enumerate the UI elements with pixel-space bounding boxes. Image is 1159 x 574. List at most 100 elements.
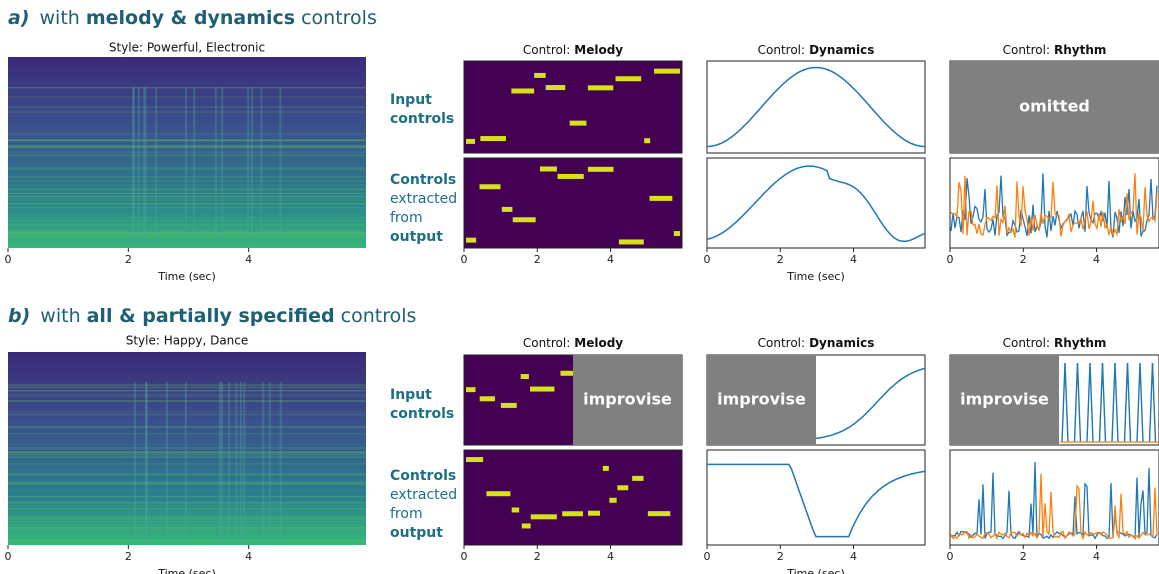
- spectral-band: [8, 473, 366, 475]
- beat-spike: [1151, 362, 1157, 443]
- row-label: extracted: [390, 191, 457, 207]
- beat-spike: [1064, 362, 1069, 443]
- onset-streak: [132, 87, 135, 248]
- note: [511, 507, 520, 513]
- x-tick-label: 0: [461, 550, 468, 563]
- spectral-band: [8, 483, 366, 485]
- spectral-band: [8, 233, 366, 236]
- spectral-band: [8, 482, 366, 485]
- spectral-band: [8, 528, 366, 531]
- note: [530, 386, 555, 392]
- note: [602, 465, 609, 471]
- spectral-band: [8, 433, 366, 435]
- x-tick-label: 2: [1020, 253, 1027, 266]
- onset-streak: [260, 87, 263, 248]
- section-label: a): [8, 7, 30, 29]
- note: [466, 138, 476, 144]
- piano-roll: [463, 449, 683, 546]
- onset-streak: [185, 87, 188, 248]
- spectral-band: [8, 489, 366, 491]
- note: [500, 402, 517, 408]
- onset-streak: [134, 382, 137, 545]
- spectral-band: [8, 540, 366, 542]
- spectral-band: [8, 106, 366, 109]
- row-label: output: [390, 525, 443, 541]
- spectral-band: [8, 509, 366, 511]
- onset-streak: [279, 87, 282, 248]
- column-prefix: Control:: [758, 43, 805, 57]
- spectral-band: [8, 139, 366, 142]
- note: [479, 396, 495, 402]
- x-tick-label: 2: [534, 550, 541, 563]
- spectral-band: [8, 111, 366, 113]
- overlay-label: omitted: [1019, 97, 1090, 116]
- column-name: Rhythm: [1054, 336, 1106, 350]
- x-tick-label: 2: [1020, 550, 1027, 563]
- beat-spike: [1139, 362, 1144, 443]
- spectral-band: [8, 518, 366, 520]
- spectral-band: [8, 139, 366, 142]
- note: [466, 387, 476, 393]
- panel: [706, 449, 926, 546]
- beat-spike: [1111, 362, 1116, 443]
- spectral-band: [8, 399, 366, 402]
- spectral-band: [8, 451, 366, 454]
- column-prefix: Control:: [1003, 43, 1050, 57]
- onset-streak: [279, 382, 282, 545]
- section-label: b): [8, 305, 30, 327]
- spectral-band: [8, 231, 366, 234]
- title-text: controls: [341, 305, 417, 327]
- spectral-band: [8, 197, 366, 200]
- note: [521, 523, 531, 529]
- note: [609, 497, 617, 503]
- spectral-band: [8, 451, 366, 454]
- dynamics-curve: [815, 367, 926, 440]
- spectral-band: [8, 463, 366, 465]
- column-name: Rhythm: [1054, 43, 1106, 57]
- spectral-band: [8, 145, 366, 147]
- x-tick-label: 0: [461, 253, 468, 266]
- spectral-band: [8, 504, 366, 506]
- x-axis-label: Time (sec): [786, 567, 845, 574]
- beat-spike: [1148, 362, 1154, 443]
- spectral-band: [8, 220, 366, 222]
- onset-streak: [145, 382, 148, 545]
- spectral-band: [8, 236, 366, 238]
- note: [654, 68, 680, 74]
- style-title: Style: Happy, Dance: [126, 334, 249, 348]
- spectral-band: [8, 216, 366, 219]
- spectral-band: [8, 389, 366, 392]
- spectral-band: [8, 393, 366, 396]
- spectral-band: [8, 384, 366, 386]
- onset-streak: [235, 382, 238, 545]
- dynamics-curve: [706, 165, 926, 243]
- x-tick-label: 0: [704, 550, 711, 563]
- spectral-band: [8, 386, 366, 389]
- column-prefix: Control:: [523, 43, 570, 57]
- onset-streak: [166, 382, 169, 545]
- dynamics-curve: [707, 463, 926, 538]
- column-title: Control: Melody: [523, 336, 623, 350]
- note: [466, 237, 477, 243]
- dynamics-curve: [706, 66, 926, 148]
- note: [632, 475, 644, 481]
- column-prefix: Control:: [758, 336, 805, 350]
- spectral-band: [8, 395, 366, 398]
- spectral-band: [8, 167, 366, 169]
- x-tick-label: 4: [607, 550, 614, 563]
- spectral-band: [8, 202, 366, 205]
- onset-streak: [243, 382, 246, 545]
- column-prefix: Control:: [1003, 336, 1050, 350]
- rhythm-curve: [950, 173, 1158, 238]
- spectral-band: [8, 426, 366, 429]
- note: [673, 231, 680, 237]
- spectral-band: [8, 233, 366, 236]
- spectral-band: [8, 192, 366, 195]
- row-label: from: [390, 506, 423, 522]
- spectral-band: [8, 187, 366, 190]
- x-axis-label: Time (sec): [157, 270, 216, 283]
- onset-streak: [214, 87, 217, 248]
- note: [511, 88, 535, 94]
- spectral-band: [8, 526, 366, 529]
- x-axis-label: Time (sec): [786, 270, 845, 283]
